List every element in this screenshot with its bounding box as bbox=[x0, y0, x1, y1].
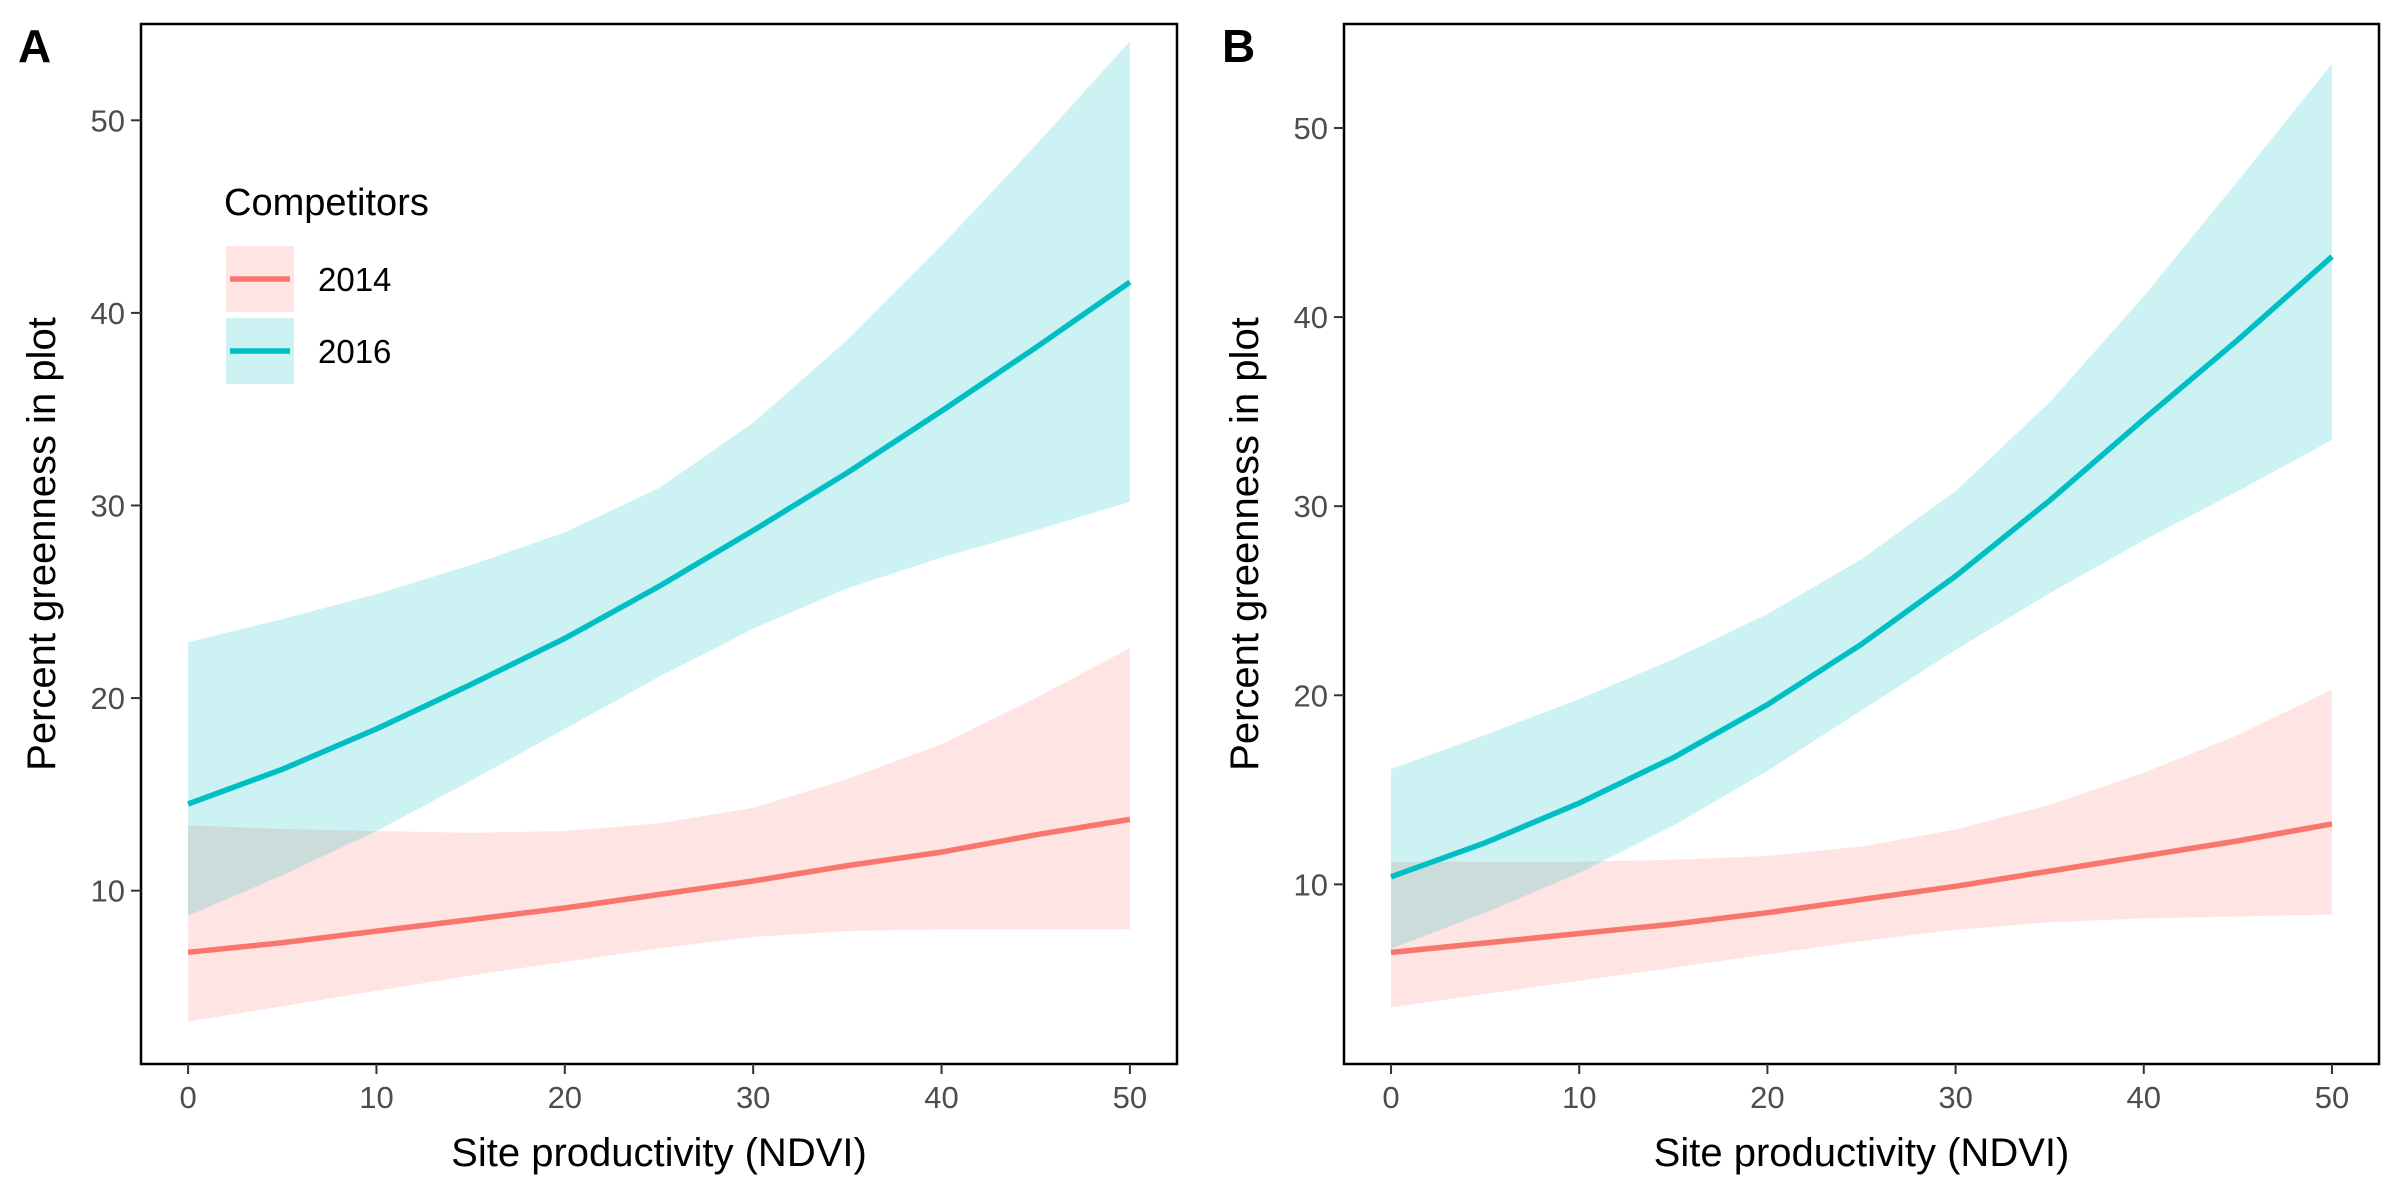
panel-border bbox=[139, 22, 1179, 1066]
x-tick-label: 0 bbox=[1382, 1080, 1399, 1115]
y-tick-label: 20 bbox=[91, 681, 125, 716]
x-axis-title: Site productivity (NDVI) bbox=[451, 1131, 867, 1175]
x-tick-label: 10 bbox=[359, 1080, 393, 1115]
y-tick-label: 30 bbox=[91, 488, 125, 523]
x-tick-label: 20 bbox=[1750, 1080, 1784, 1115]
y-tick-label: 50 bbox=[91, 103, 125, 138]
panel-label: A bbox=[18, 20, 51, 72]
ribbon-2016 bbox=[188, 41, 1130, 916]
legend-label-2016: 2016 bbox=[318, 333, 391, 370]
legend-title: Competitors bbox=[224, 182, 429, 224]
ribbon-2014 bbox=[188, 648, 1130, 1022]
panel-border bbox=[1342, 22, 2381, 1066]
x-tick-label: 40 bbox=[2127, 1080, 2161, 1115]
line-2016 bbox=[187, 279, 1132, 807]
line-2016 bbox=[1390, 254, 2334, 880]
x-tick-label: 50 bbox=[2315, 1080, 2349, 1115]
x-tick-label: 30 bbox=[736, 1080, 770, 1115]
panel-b: 0 10 20 30 40 50 10 20 30 40 50 Site productivity (… bbox=[1222, 20, 2381, 1175]
y-tick-label: 40 bbox=[1294, 300, 1328, 335]
x-tick-label: 40 bbox=[924, 1080, 958, 1115]
x-tick-label: 30 bbox=[1938, 1080, 1972, 1115]
panel-a: 0 10 20 30 40 50 10 20 30 40 50 Site productivity (… bbox=[18, 20, 1179, 1175]
ribbon-2016 bbox=[1391, 63, 2332, 949]
y-tick-label: 20 bbox=[1294, 678, 1328, 713]
x-tick-label: 10 bbox=[1562, 1080, 1596, 1115]
y-axis-title: Percent greenness in plot bbox=[1223, 317, 1267, 771]
line-2014 bbox=[1390, 821, 2333, 956]
x-tick-label: 20 bbox=[548, 1080, 582, 1115]
y-tick-label: 50 bbox=[1294, 111, 1328, 146]
y-tick-label: 10 bbox=[1294, 867, 1328, 902]
legend-label-2014: 2014 bbox=[318, 261, 391, 298]
y-tick-label: 10 bbox=[91, 874, 125, 909]
x-tick-label: 50 bbox=[1113, 1080, 1147, 1115]
x-axis-title: Site productivity (NDVI) bbox=[1654, 1131, 2070, 1175]
y-tick-label: 40 bbox=[91, 296, 125, 331]
legend: Competitors 2014 2016 bbox=[224, 182, 429, 384]
x-tick-label: 0 bbox=[179, 1080, 196, 1115]
y-tick-label: 30 bbox=[1294, 489, 1328, 524]
panel-label: B bbox=[1222, 20, 1255, 72]
y-axis-title: Percent greenness in plot bbox=[20, 317, 64, 771]
line-2014 bbox=[187, 816, 1131, 956]
